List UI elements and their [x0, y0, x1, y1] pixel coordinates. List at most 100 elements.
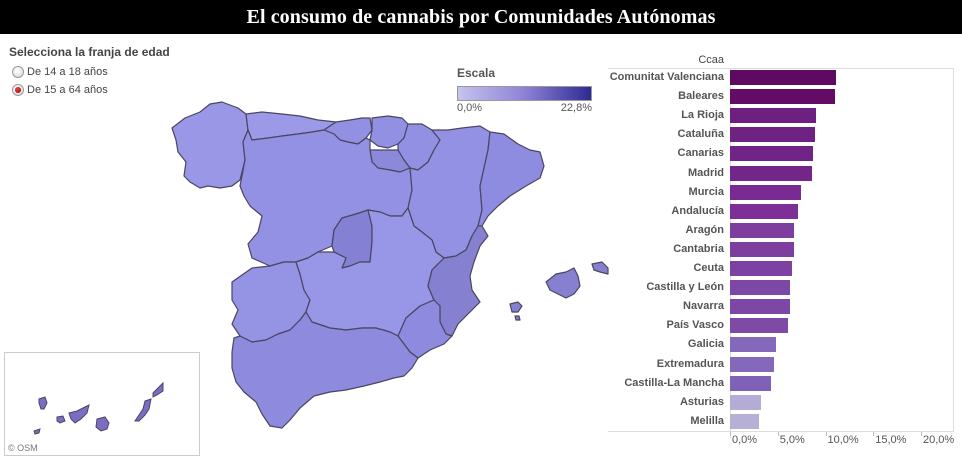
bar[interactable]	[730, 89, 836, 105]
category-label: Ceuta	[693, 262, 724, 274]
category-label: Galicia	[687, 338, 724, 351]
legend-min: 0,0%	[457, 102, 483, 114]
category-label: País Vasco	[666, 319, 725, 332]
tick-mark	[873, 432, 875, 436]
island-lanzarote[interactable]	[152, 381, 164, 398]
bar-row[interactable]: Extremadura	[600, 355, 962, 374]
region-baleares-ibiza[interactable]	[509, 301, 523, 313]
tick-mark	[921, 432, 922, 436]
bar-row[interactable]: Ceuta	[600, 259, 962, 278]
island-fuerteventura[interactable]	[134, 398, 152, 422]
bar-row[interactable]: Andalucía	[600, 202, 962, 221]
tick-mark	[730, 432, 731, 436]
category-label: Extremadura	[656, 357, 724, 370]
filter-title: Selecciona la franja de edad	[9, 45, 170, 59]
category-label: Baleares	[678, 90, 724, 103]
bar-row[interactable]: Castilla-La Mancha	[600, 374, 962, 393]
bar[interactable]	[730, 222, 794, 238]
category-label: Castilla-La Mancha	[624, 376, 724, 389]
x-tick-label: 5,0%	[779, 434, 805, 446]
region-baleares-formentera[interactable]	[514, 315, 521, 321]
category-label: Cataluña	[677, 128, 724, 141]
radio-label: De 15 a 64 años	[27, 84, 108, 96]
bar-row[interactable]: Cantabria	[600, 240, 962, 259]
bar[interactable]	[730, 394, 761, 410]
category-label: Madrid	[687, 166, 724, 179]
bar-row[interactable]: Canarias	[600, 144, 962, 163]
tick-mark	[777, 432, 779, 436]
bar[interactable]	[730, 184, 801, 200]
island-tenerife[interactable]	[68, 404, 90, 424]
category-label: Castilla y León	[646, 281, 724, 294]
bar-row[interactable]: Galicia	[600, 335, 962, 354]
color-legend: Escala 0,0% 22,8%	[457, 66, 597, 114]
bar-row[interactable]: País Vasco	[600, 316, 962, 335]
bar[interactable]	[730, 146, 814, 162]
bar[interactable]	[730, 375, 772, 391]
bar-row[interactable]: Castilla y León	[600, 278, 962, 297]
radio-checked-icon[interactable]	[12, 84, 24, 96]
bar-row[interactable]: Asturias	[600, 393, 962, 412]
ccaa-header: Ccaa	[698, 54, 724, 66]
category-label: Cantabria	[673, 242, 724, 255]
bar-row[interactable]: La Rioja	[600, 106, 962, 125]
island-la-gomera[interactable]	[56, 415, 66, 424]
category-label: Asturias	[679, 395, 724, 408]
legend-max: 22,8%	[560, 102, 592, 114]
bar[interactable]	[730, 261, 793, 276]
bar[interactable]	[730, 356, 774, 372]
spain-map[interactable]	[160, 95, 620, 460]
bar-row[interactable]: Murcia	[600, 183, 962, 202]
bar-row[interactable]: Madrid	[600, 164, 962, 183]
category-label: La Rioja	[681, 109, 724, 122]
island-gran-canaria[interactable]	[95, 416, 110, 432]
category-label: Andalucía	[671, 204, 724, 217]
canary-islands-inset[interactable]: © OSM	[4, 352, 200, 456]
radio-label: De 14 a 18 años	[27, 66, 108, 78]
region-andalucia[interactable]	[231, 311, 419, 429]
page-title: El consumo de cannabis por Comunidades A…	[246, 5, 716, 28]
bar[interactable]	[730, 203, 798, 219]
category-label: Canarias	[677, 147, 724, 160]
category-label: Comunitat Valenciana	[609, 71, 724, 83]
bar[interactable]	[730, 241, 794, 257]
x-tick-label: 15,0%	[875, 434, 907, 446]
region-baleares-mallorca[interactable]	[545, 267, 581, 299]
plot-frame	[608, 68, 954, 432]
bar-row[interactable]: Comunitat Valenciana	[600, 68, 962, 87]
bar[interactable]	[730, 165, 813, 181]
title-bar: El consumo de cannabis por Comunidades A…	[0, 0, 962, 34]
legend-title: Escala	[457, 66, 496, 80]
region-baleares-menorca[interactable]	[591, 261, 609, 275]
color-scale-bar	[457, 86, 592, 101]
bar-row[interactable]: Baleares	[600, 87, 962, 106]
bar[interactable]	[730, 280, 791, 296]
bar[interactable]	[730, 337, 776, 353]
bar[interactable]	[730, 299, 791, 315]
category-label: Murcia	[688, 185, 724, 198]
category-label: Navarra	[683, 300, 724, 313]
bar-row[interactable]: Navarra	[600, 297, 962, 316]
x-tick-label: 0,0%	[732, 434, 758, 446]
category-label: Melilla	[690, 414, 724, 427]
island-la-palma[interactable]	[38, 396, 48, 410]
bar-row[interactable]: Aragón	[600, 221, 962, 240]
bar-chart: Ccaa Comunitat Valenciana Baleares La Rioj…	[600, 50, 962, 461]
category-label: Aragón	[685, 223, 725, 236]
island-el-hierro[interactable]	[33, 428, 41, 435]
age-filter: Selecciona la franja de edad De 14 a 18 …	[9, 45, 170, 99]
bar-row[interactable]: Cataluña	[600, 125, 962, 144]
radio-unchecked-icon[interactable]	[12, 66, 24, 78]
osm-attribution[interactable]: © OSM	[8, 443, 38, 453]
radio-option-15-64[interactable]: De 15 a 64 años	[9, 81, 170, 99]
bar[interactable]	[730, 318, 789, 334]
bar[interactable]	[730, 70, 836, 85]
bar[interactable]	[730, 413, 759, 429]
bar-row[interactable]: Melilla	[600, 412, 962, 431]
bar[interactable]	[730, 127, 815, 143]
tick-mark	[825, 432, 827, 436]
bar[interactable]	[730, 108, 816, 124]
radio-option-14-18[interactable]: De 14 a 18 años	[9, 63, 170, 81]
region-cataluna[interactable]	[477, 131, 545, 227]
region-galicia[interactable]	[171, 101, 249, 189]
